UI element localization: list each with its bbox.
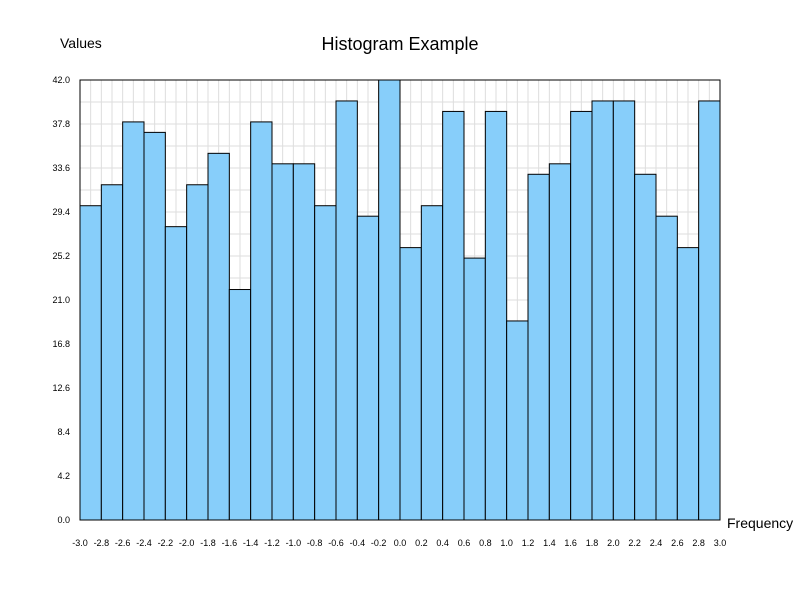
x-tick-label: 0.0 [394,538,407,548]
histogram-bar [79,205,102,521]
histogram-bar [591,100,614,521]
x-tick-label: -0.6 [328,538,344,548]
histogram-bar [506,320,529,521]
x-tick-label: 3.0 [714,538,727,548]
histogram-bar [698,100,721,521]
x-tick-label: -0.4 [350,538,366,548]
x-tick-label: -1.6 [222,538,238,548]
histogram-bar [442,110,465,521]
plot-frame [79,79,721,521]
x-tick-label: 0.6 [458,538,471,548]
histogram-bar [186,184,209,521]
histogram-bar [484,110,508,521]
histogram-bar [399,247,422,521]
y-tick-label: 4.2 [57,471,70,481]
x-tick-label: 2.4 [650,538,663,548]
x-tick-label: -3.0 [72,538,88,548]
x-tick-label: -1.4 [243,538,259,548]
x-tick-label: 1.8 [586,538,599,548]
x-tick-label: -0.8 [307,538,323,548]
y-tick-label: 8.4 [57,427,70,437]
histogram-bar [548,163,572,521]
histogram-bar [228,289,252,521]
x-tick-label: -2.6 [115,538,131,548]
histogram-bar [164,226,188,521]
x-tick-label: -1.0 [286,538,302,548]
y-tick-label: 0.0 [57,515,70,525]
y-axis-label: Values [60,35,102,51]
histogram-bar [378,79,401,521]
y-tick-label: 29.4 [52,207,70,217]
x-tick-label: -1.2 [264,538,280,548]
histogram-bar [100,184,124,521]
x-tick-label: -2.2 [158,538,174,548]
histogram-bar [292,163,316,521]
x-tick-label: 2.6 [671,538,684,548]
histogram-bar [271,163,294,521]
y-tick-label: 21.0 [52,295,70,305]
x-tick-label: -2.4 [136,538,152,548]
histogram-bar [612,100,636,521]
y-tick-label: 37.8 [52,119,70,129]
x-tick-label: 1.2 [522,538,535,548]
histogram-bar [420,205,444,521]
y-tick-label: 16.8 [52,339,70,349]
x-tick-label: 1.6 [564,538,577,548]
x-axis-ticks: -3.0 -2.8 -2.6 -2.4 -2.2 -2.0 -1.8 -1.6 -1.4 -1.2… [72,538,726,548]
histogram-bar [122,121,145,521]
x-tick-label: 2.8 [692,538,705,548]
x-tick-label: 0.8 [479,538,492,548]
x-tick-label: -2.8 [94,538,110,548]
x-tick-label: 2.0 [607,538,620,548]
x-tick-label: -0.2 [371,538,387,548]
x-tick-label: 2.2 [628,538,641,548]
y-tick-label: 12.6 [52,383,70,393]
chart-title: Histogram Example [321,34,478,54]
histogram-bar [676,247,700,521]
histogram-bar [335,100,358,521]
y-tick-label: 33.6 [52,163,70,173]
histogram-bar [463,257,486,521]
x-tick-label: 0.2 [415,538,428,548]
histogram-bar [570,110,593,521]
histogram-bar [356,215,380,521]
y-tick-label: 25.2 [52,251,70,261]
x-axis-label: Frequency [727,515,793,531]
x-tick-label: 0.4 [436,538,449,548]
histogram-bar [207,152,230,521]
y-axis-ticks: 0.0 4.2 8.4 12.6 16.8 21.0 25.2 29.4 33.6 37.8 42.… [52,75,70,525]
x-tick-label: 1.4 [543,538,556,548]
histogram-bar [655,215,678,521]
x-tick-label: -1.8 [200,538,216,548]
histogram-bar [527,173,550,521]
histogram-bar [143,131,166,521]
histogram-bar [634,173,657,521]
y-tick-label: 42.0 [52,75,70,85]
x-tick-label: 1.0 [500,538,513,548]
histogram-bar [314,205,337,521]
histogram-bar [250,121,273,521]
x-tick-label: -2.0 [179,538,195,548]
